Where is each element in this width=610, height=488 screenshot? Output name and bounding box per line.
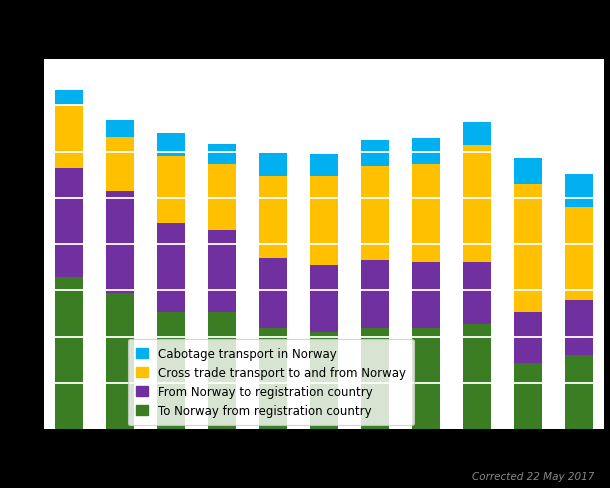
Bar	[310, 177, 338, 266]
Bar	[310, 266, 338, 332]
Bar	[259, 258, 287, 328]
Bar	[208, 165, 236, 231]
Bar	[56, 106, 84, 169]
Bar	[463, 324, 490, 429]
Bar	[157, 157, 185, 223]
Bar	[106, 192, 134, 293]
Bar	[310, 155, 338, 177]
Bar	[106, 138, 134, 192]
Bar	[361, 167, 389, 260]
Bar	[463, 145, 490, 262]
Bar	[564, 207, 592, 301]
Bar	[157, 134, 185, 157]
Bar	[412, 262, 440, 328]
Bar	[56, 278, 84, 429]
Bar	[564, 301, 592, 355]
Bar	[208, 231, 236, 312]
Bar	[361, 260, 389, 328]
Bar	[412, 139, 440, 165]
Bar	[259, 328, 287, 429]
Legend: Cabotage transport in Norway, Cross trade transport to and from Norway, From Nor: Cabotage transport in Norway, Cross trad…	[128, 339, 414, 426]
Bar	[361, 141, 389, 167]
Bar	[208, 312, 236, 429]
Bar	[514, 158, 542, 184]
Bar	[208, 144, 236, 165]
Bar	[564, 175, 592, 207]
Text: Corrected 22 May 2017: Corrected 22 May 2017	[472, 471, 595, 481]
Bar	[310, 332, 338, 429]
Bar	[259, 177, 287, 258]
Bar	[157, 223, 185, 312]
Bar	[514, 184, 542, 312]
Bar	[259, 154, 287, 177]
Bar	[412, 165, 440, 262]
Bar	[106, 121, 134, 138]
Bar	[463, 123, 490, 145]
Bar	[106, 293, 134, 429]
Bar	[463, 262, 490, 324]
Bar	[514, 312, 542, 363]
Bar	[56, 91, 84, 106]
Bar	[361, 328, 389, 429]
Bar	[514, 363, 542, 429]
Bar	[412, 328, 440, 429]
Bar	[564, 355, 592, 429]
Bar	[56, 169, 84, 278]
Bar	[157, 312, 185, 429]
